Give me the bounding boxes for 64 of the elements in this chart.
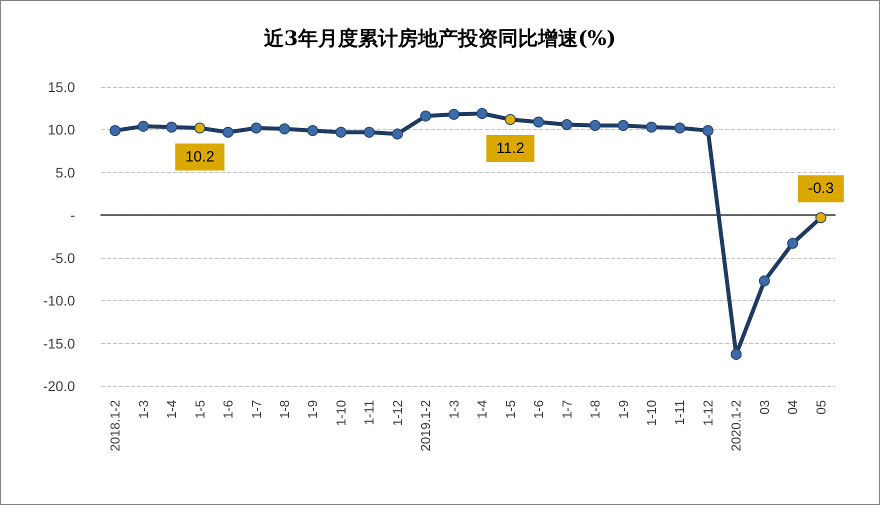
x-tick-label: 1-7: [248, 400, 264, 419]
y-tick-label: 5.0: [56, 164, 76, 180]
y-tick-label: -15.0: [43, 335, 76, 352]
y-tick-label: -5.0: [50, 250, 76, 266]
point: [533, 116, 544, 128]
y-tick-label: -10.0: [43, 292, 76, 309]
x-tick-label: 1-7: [559, 400, 574, 419]
x-tick-label: 2020.1-2: [728, 400, 744, 452]
x-tick-label: 04: [785, 400, 800, 414]
point: [335, 126, 346, 138]
point: [250, 122, 262, 134]
x-tick-label: 1-12: [700, 400, 716, 426]
point: [758, 275, 770, 286]
x-tick-label: 1-9: [305, 400, 320, 419]
point: [194, 122, 206, 134]
x-tick-label: 1-12: [390, 400, 405, 426]
point: [420, 110, 432, 122]
point: [476, 108, 488, 119]
x-tick-label: 1-10: [333, 400, 348, 426]
x-tick-label: 1-6: [531, 400, 546, 419]
x-tick-label: 1-3: [136, 400, 151, 419]
x-tick-label: 1-9: [616, 400, 631, 419]
x-tick-label: 03: [756, 400, 772, 414]
point: [674, 122, 686, 134]
point: [110, 125, 121, 136]
x-tick-label: 2018.1-2: [108, 400, 123, 452]
point: [364, 126, 375, 138]
point: [166, 122, 178, 133]
x-tick-label: 1-8: [277, 400, 292, 419]
data-label: -0.3: [808, 180, 834, 198]
point: [279, 123, 290, 134]
x-tick-label: 1-11: [672, 400, 688, 426]
x-tick-label: 1-6: [220, 400, 236, 419]
y-tick-label: -: [70, 207, 76, 224]
point: [815, 212, 826, 224]
point: [646, 122, 657, 133]
x-tick-label: 1-5: [502, 400, 518, 419]
point: [618, 120, 629, 131]
x-tick-label: 1-3: [446, 400, 462, 419]
x-tick-label: 1-4: [164, 400, 180, 419]
point: [307, 125, 318, 136]
point: [448, 108, 460, 120]
y-tick-label: -20.0: [43, 378, 76, 394]
x-tick-label: 2019.1-2: [418, 400, 434, 452]
x-tick-label: 1-10: [644, 400, 659, 426]
point: [730, 348, 742, 360]
point: [504, 114, 516, 125]
y-tick-label: 10.0: [48, 122, 76, 138]
data-label: 10.2: [185, 148, 214, 166]
chart-title: 近3年月度累计房地产投资同比增速(%): [263, 26, 616, 50]
y-tick-label: 15.0: [48, 79, 76, 95]
point: [392, 128, 403, 140]
x-tick-label: 1-11: [362, 400, 377, 426]
point: [787, 238, 798, 249]
point: [222, 126, 234, 138]
point: [561, 119, 572, 130]
point: [702, 125, 714, 136]
data-label: 11.2: [496, 140, 524, 157]
x-tick-label: 05: [813, 400, 828, 414]
x-tick-label: 1-4: [474, 400, 490, 419]
point: [590, 120, 601, 131]
x-tick-label: 1-5: [192, 400, 208, 419]
point: [138, 120, 149, 132]
x-tick-label: 1-8: [588, 400, 603, 419]
